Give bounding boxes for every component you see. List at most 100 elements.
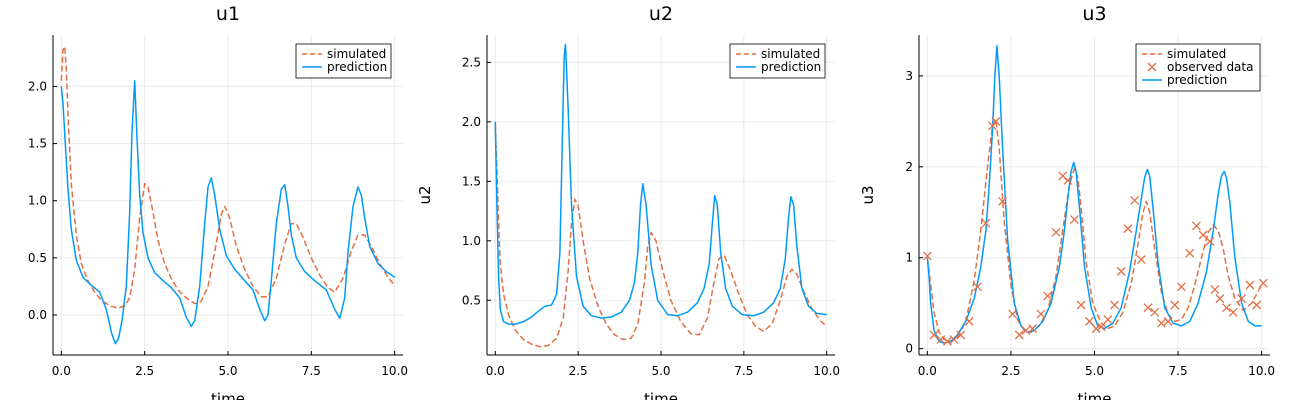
data-point-observed-data [1228, 307, 1238, 317]
data-point-observed-data [988, 121, 998, 131]
x-tick-label: 5.0 [218, 364, 237, 378]
data-point-observed-data [1116, 266, 1126, 276]
series-line-prediction [926, 45, 1262, 344]
data-point-observed-data [1076, 300, 1086, 310]
x-tick-label: 7.5 [302, 364, 321, 378]
legend-box [729, 43, 826, 79]
data-point-observed-data [936, 335, 946, 345]
legend-label-simulated: simulated [327, 47, 386, 61]
data-point-observed-data [1237, 294, 1247, 304]
series-line-simulated [494, 124, 828, 348]
y-tick-label: 1 [905, 251, 913, 265]
y-tick-label: 1.5 [28, 137, 47, 151]
data-point-observed-data [991, 116, 1001, 126]
data-point-observed-data [1170, 300, 1180, 310]
x-tick-label: 2.5 [1001, 364, 1020, 378]
data-point-observed-data [1205, 236, 1215, 246]
data-point-observed-data [1028, 324, 1038, 334]
data-point-observed-data [942, 336, 952, 346]
y-tick-label: 0.0 [28, 308, 47, 322]
data-point-observed-data [1014, 330, 1024, 340]
series-line-prediction [60, 79, 396, 345]
data-point-observed-data [1043, 291, 1053, 301]
data-point-observed-data [1136, 255, 1146, 265]
y-tick-label: 2.5 [462, 55, 481, 69]
data-point-observed-data [949, 335, 959, 345]
y-tick-label: 3 [905, 69, 913, 83]
y-tick-label: 0 [905, 342, 913, 356]
chart-panel-u2: 0.0 2.5 5.0 7.5 10.0 0.5 1.0 1.5 2.0 2.5 u2 time u2 s… [416, 3, 840, 400]
y-tick-label: 2.0 [462, 115, 481, 129]
data-point-observed-data [1252, 300, 1262, 310]
legend-label-simulated: simulated [1167, 47, 1226, 61]
data-point-observed-data [1163, 316, 1173, 326]
series-group [922, 45, 1268, 346]
series-line-prediction [494, 43, 827, 325]
y-tick-label: 1.0 [28, 194, 47, 208]
series-group [60, 45, 396, 345]
data-point-observed-data [1192, 221, 1201, 231]
chart-title: u2 [649, 3, 673, 25]
data-point-observed-data [1063, 175, 1073, 185]
legend-label-observed-data: observed data [1167, 60, 1253, 74]
x-tick-label: 2.5 [569, 364, 588, 378]
x-tick-label: 0.0 [918, 364, 937, 378]
y-axis-label: u3 [859, 185, 877, 204]
data-point-observed-data [1130, 195, 1140, 205]
x-axis-label: time [644, 390, 678, 400]
data-point-observed-data [1215, 294, 1225, 304]
data-point-observed-data [1008, 309, 1018, 319]
y-tick-label: 2.0 [28, 79, 47, 93]
data-point-observed-data [929, 330, 939, 340]
x-tick-label: 0.0 [486, 364, 505, 378]
data-point-observed-data [1069, 215, 1079, 225]
data-point-observed-data [1156, 318, 1166, 328]
x-tick-label: 10.0 [1248, 364, 1275, 378]
y-tick-label: 1.0 [462, 234, 481, 248]
data-point-observed-data [1096, 322, 1106, 332]
y-tick-label: 0.5 [462, 293, 481, 307]
x-tick-label: 2.5 [135, 364, 154, 378]
data-point-observed-data [973, 282, 982, 292]
data-point-observed-data [1210, 285, 1220, 295]
data-point-observed-data [1036, 309, 1046, 319]
y-tick-label: 1.5 [462, 174, 481, 188]
data-point-observed-data [1110, 300, 1120, 310]
data-point-observed-data [1245, 280, 1255, 290]
data-point-observed-data [1051, 227, 1061, 237]
chart-panel-u3: 0.0 2.5 5.0 7.5 10.0 0 1 2 3 u3 time u3 simulatedobs… [859, 3, 1275, 400]
data-point-observed-data [1258, 278, 1268, 288]
x-tick-label: 10.0 [813, 364, 840, 378]
data-point-observed-data [1091, 324, 1101, 334]
y-tick-label: 0.5 [28, 251, 47, 265]
x-tick-label: 5.0 [1085, 364, 1104, 378]
data-point-observed-data [1143, 303, 1153, 313]
x-tick-label: 5.0 [651, 364, 670, 378]
x-tick-label: 7.5 [734, 364, 753, 378]
data-point-observed-data [1185, 248, 1195, 258]
chart-panel-u1: 0.0 2.5 5.0 7.5 10.0 0.0 0.5 1.0 1.5 2.0 u1 time sim… [28, 3, 408, 400]
data-point-observed-data [956, 330, 966, 340]
x-axis-label: time [211, 390, 245, 400]
data-point-observed-data [1222, 303, 1231, 313]
data-point-observed-data [981, 218, 991, 228]
data-point-observed-data [1103, 315, 1113, 325]
legend-label-prediction: prediction [761, 60, 821, 74]
y-tick-label: 2 [905, 160, 913, 174]
legend-label-prediction: prediction [1167, 73, 1227, 87]
legend-box [295, 43, 392, 79]
legend-label-simulated: simulated [761, 47, 820, 61]
legend-label-prediction: prediction [327, 60, 387, 74]
x-tick-label: 0.0 [52, 364, 71, 378]
series-line-simulated [60, 45, 396, 309]
x-tick-label: 10.0 [381, 364, 408, 378]
legend-marker-observed-data [1147, 62, 1157, 72]
y-axis-label: u2 [416, 185, 434, 204]
data-point-observed-data [1123, 224, 1133, 234]
data-point-observed-data [1021, 325, 1031, 335]
series-line-simulated [926, 118, 1263, 343]
data-point-observed-data [1176, 282, 1186, 292]
